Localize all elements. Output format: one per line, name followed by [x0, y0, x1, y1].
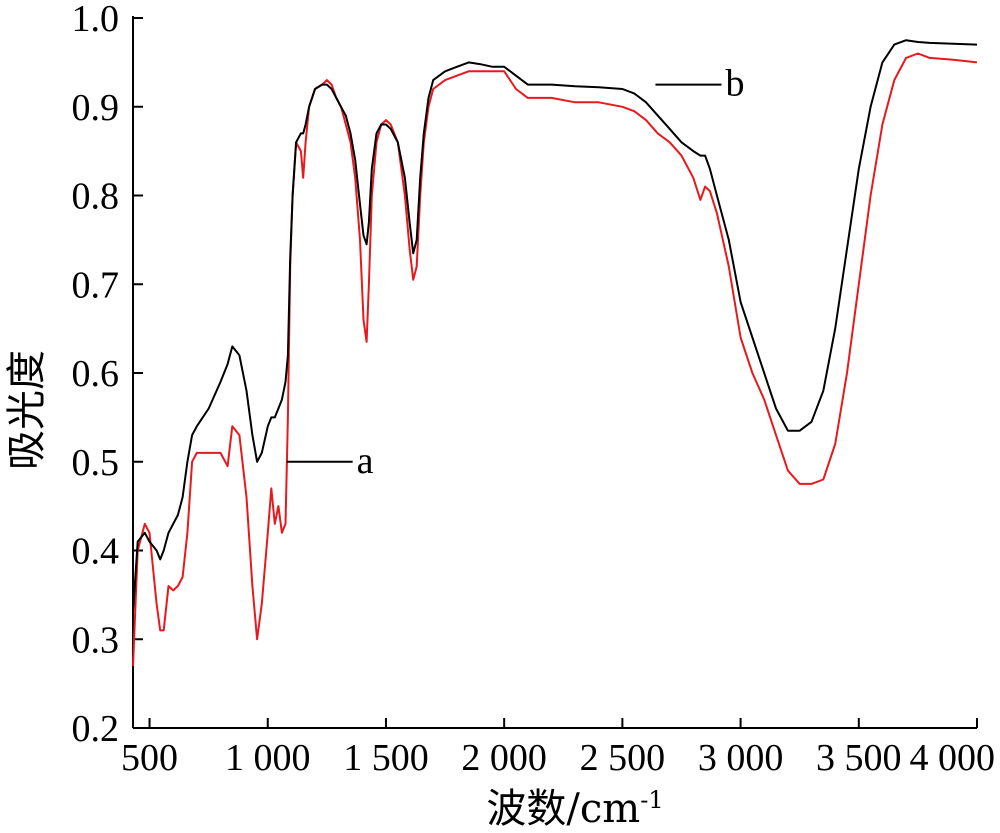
- series-line-b: [132, 39, 978, 613]
- series-layer: [132, 39, 978, 666]
- y-tick-label: 0.6: [72, 353, 120, 395]
- x-tick-label: 3 500: [816, 737, 902, 779]
- x-tick-label: 1 500: [343, 737, 429, 779]
- x-tick-label: 3 000: [698, 737, 784, 779]
- y-ticks: 0.2 0.3 0.4 0.5 0.6 0.7 0.8 0.9 1.0: [72, 0, 143, 750]
- y-tick-label: 0.3: [72, 619, 120, 661]
- y-tick-label: 0.5: [72, 442, 120, 484]
- series-tag-b: b: [725, 63, 744, 105]
- x-tick-label: 2 000: [461, 737, 547, 779]
- y-axis-title: 吸光度: [4, 350, 50, 470]
- x-tick-label: 4 000: [910, 737, 996, 779]
- y-tick-label: 0.8: [72, 176, 120, 218]
- y-tick-label: 0.7: [72, 264, 120, 306]
- x-axis-title: 波数/cm-1: [486, 786, 663, 832]
- x-tick-label: 1 000: [225, 737, 311, 779]
- x-tick-label: 2 500: [580, 737, 666, 779]
- series-annotations: ab: [286, 63, 744, 482]
- y-tick-label: 0.9: [72, 87, 120, 129]
- x-axis-title-main: 波数/cm: [486, 786, 640, 832]
- x-axis-title-superscript: -1: [640, 786, 663, 814]
- x-tick-label: 500: [121, 737, 178, 779]
- y-tick-label: 1.0: [72, 0, 120, 40]
- series-tag-a: a: [357, 440, 374, 482]
- y-tick-label: 0.4: [72, 531, 120, 573]
- series-line-a: [132, 52, 978, 666]
- x-ticks: 500 1 000 1 500 2 000 2 500 3 000 3 500 4 000: [121, 718, 995, 779]
- y-tick-label: 0.2: [72, 708, 120, 750]
